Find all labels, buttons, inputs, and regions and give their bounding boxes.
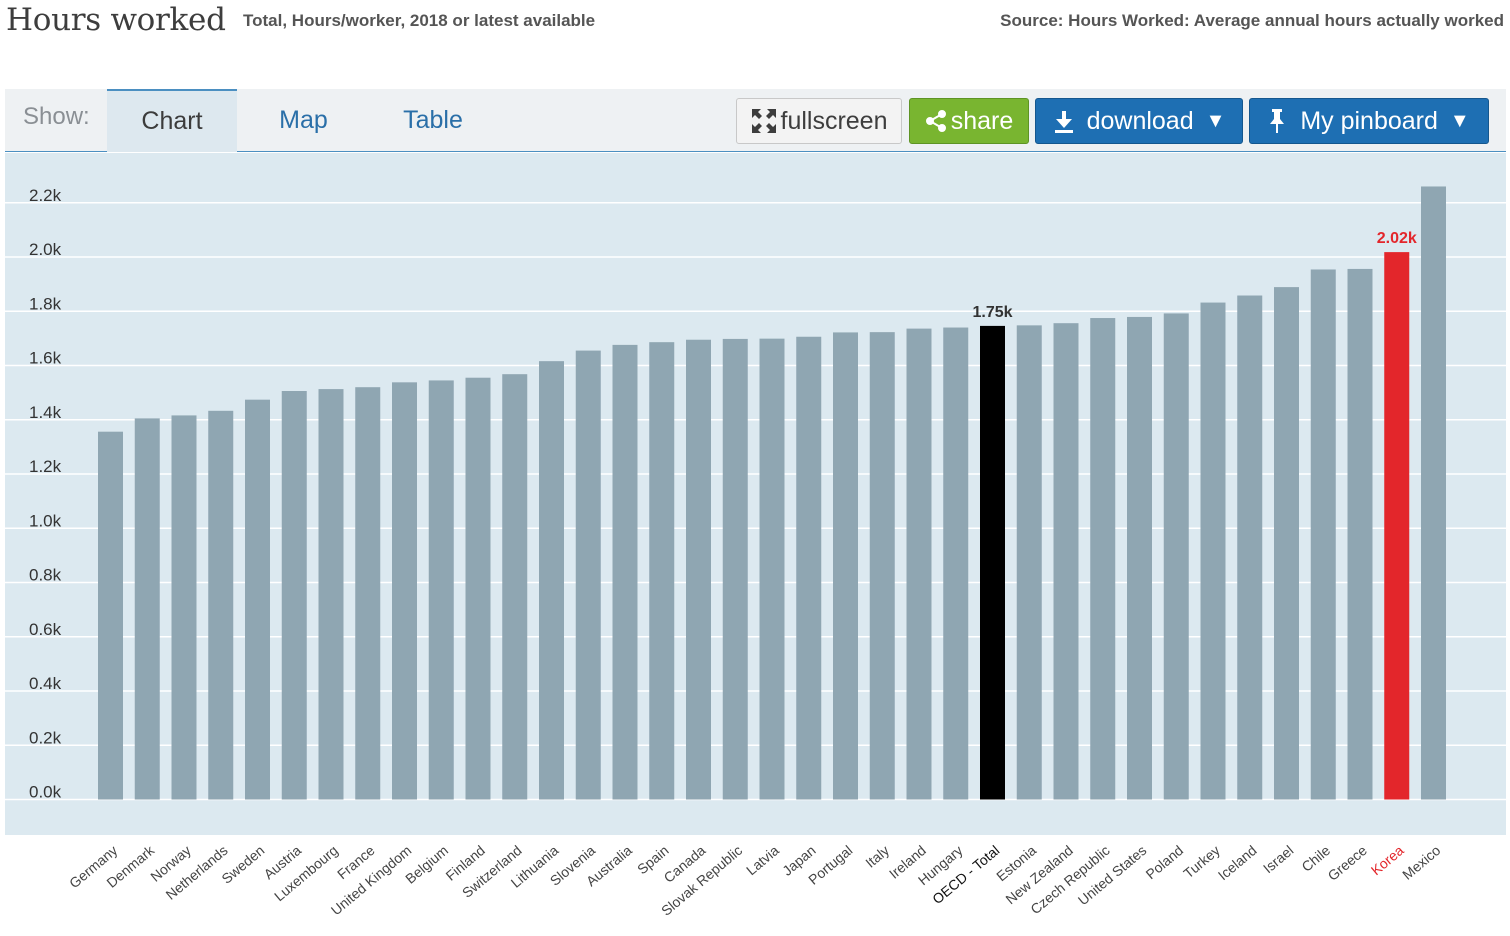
source-note: Source: Hours Worked: Average annual hou… xyxy=(1000,11,1504,30)
bar[interactable] xyxy=(98,431,123,800)
y-tick-label: 0.2k xyxy=(29,728,62,747)
bar[interactable] xyxy=(686,339,711,800)
fullscreen-icon xyxy=(751,108,777,134)
bar[interactable] xyxy=(1200,302,1226,800)
bar[interactable] xyxy=(539,361,564,800)
bar[interactable] xyxy=(245,399,270,800)
bar[interactable] xyxy=(392,382,417,800)
tab-chart[interactable]: Chart xyxy=(107,89,237,152)
download-button[interactable]: download ▼ xyxy=(1035,98,1243,144)
chevron-down-icon: ▼ xyxy=(1449,109,1470,132)
download-label: download xyxy=(1086,106,1194,135)
bar[interactable] xyxy=(1016,325,1042,800)
fullscreen-label: fullscreen xyxy=(780,106,888,135)
y-tick-label: 1.8k xyxy=(29,294,62,313)
bar[interactable] xyxy=(575,350,601,800)
y-tick-label: 1.2k xyxy=(29,457,62,476)
bar[interactable] xyxy=(906,328,932,800)
bar[interactable] xyxy=(980,325,1005,800)
bar[interactable] xyxy=(171,415,197,800)
bar[interactable] xyxy=(318,389,344,800)
bar[interactable] xyxy=(1347,268,1373,800)
download-icon xyxy=(1053,109,1075,133)
bar[interactable] xyxy=(759,338,785,800)
bar[interactable] xyxy=(612,344,638,800)
x-tick-label: Italy xyxy=(862,842,892,871)
y-tick-label: 0.6k xyxy=(29,620,62,639)
toolbar: Show: Chart Map Table fullscreen xyxy=(5,89,1506,152)
pin-icon xyxy=(1268,108,1286,134)
tab-map[interactable]: Map xyxy=(279,106,328,134)
bar[interactable] xyxy=(281,390,307,800)
bar[interactable] xyxy=(465,377,491,800)
bar[interactable] xyxy=(833,332,858,800)
pinboard-label: My pinboard xyxy=(1300,106,1438,135)
y-tick-label: 2.2k xyxy=(29,186,62,205)
chevron-down-icon: ▼ xyxy=(1205,109,1226,132)
bar[interactable] xyxy=(1127,316,1152,800)
bar[interactable] xyxy=(502,374,528,800)
page-title: Hours worked xyxy=(6,2,226,38)
show-label: Show: xyxy=(23,103,90,130)
bar[interactable] xyxy=(1237,295,1263,800)
bar[interactable] xyxy=(869,332,895,800)
y-tick-label: 1.6k xyxy=(29,349,62,368)
x-tick-label: Mexico xyxy=(1399,842,1443,883)
bar[interactable] xyxy=(1053,323,1079,800)
data-label: 1.75k xyxy=(972,304,1012,321)
fullscreen-button[interactable]: fullscreen xyxy=(736,98,902,144)
x-tick-label: Latvia xyxy=(743,842,782,878)
y-tick-label: 1.0k xyxy=(29,511,62,530)
x-tick-label: Iceland xyxy=(1215,842,1260,883)
y-tick-label: 2.0k xyxy=(29,240,62,259)
bar[interactable] xyxy=(428,380,454,800)
bar[interactable] xyxy=(1384,252,1410,800)
share-icon xyxy=(925,110,947,132)
bar[interactable] xyxy=(1163,313,1189,800)
chart-subtitle: Total, Hours/worker, 2018 or latest avai… xyxy=(243,11,596,30)
x-tick-label: Israel xyxy=(1260,842,1297,876)
bar[interactable] xyxy=(649,342,675,800)
bar[interactable] xyxy=(1274,287,1299,800)
data-label: 2.02k xyxy=(1377,230,1417,247)
x-tick-label: Turkey xyxy=(1180,842,1223,881)
y-tick-label: 0.0k xyxy=(29,783,62,802)
bar[interactable] xyxy=(355,387,381,800)
bar[interactable] xyxy=(1310,269,1336,800)
share-button[interactable]: share xyxy=(909,98,1029,144)
bar[interactable] xyxy=(1090,318,1116,800)
bar[interactable] xyxy=(722,338,748,800)
y-tick-label: 1.4k xyxy=(29,403,62,422)
y-tick-label: 0.8k xyxy=(29,566,62,585)
x-tick-label: Poland xyxy=(1142,842,1186,882)
share-label: share xyxy=(950,106,1014,135)
bar[interactable] xyxy=(134,418,160,800)
bar[interactable] xyxy=(1421,186,1446,800)
x-tick-label: Greece xyxy=(1324,842,1370,884)
tab-table[interactable]: Table xyxy=(403,106,463,134)
bar[interactable] xyxy=(796,336,822,800)
y-tick-label: 0.4k xyxy=(29,674,62,693)
bar[interactable] xyxy=(208,410,234,800)
bar[interactable] xyxy=(943,327,969,800)
pinboard-button[interactable]: My pinboard ▼ xyxy=(1249,98,1489,144)
